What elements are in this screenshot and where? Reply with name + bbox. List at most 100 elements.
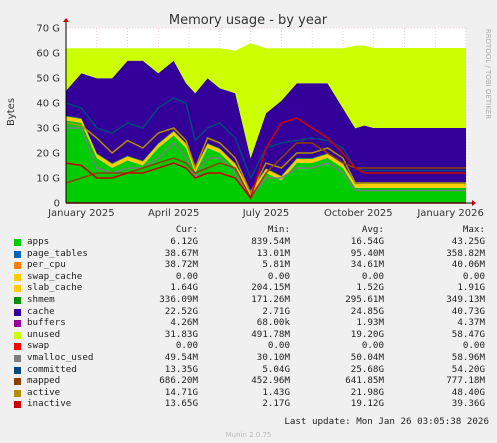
legend-series-name: swap_cache [27,270,83,282]
x-tick-label: January 2025 [47,208,115,219]
legend-value-cur: 38.72M [164,259,198,271]
legend-value-cur: 49.54M [164,352,198,363]
legend-series-name: buffers [27,317,66,329]
legend-row-swap: swap 0.00 0.00 0.00 0.00 [0,340,497,352]
legend-value-max: 58.47G [451,328,485,340]
legend-value-cur: 0.00 [175,270,198,282]
legend-value-min: 13.01M [256,247,290,259]
legend-row-swap_cache: swap_cache 0.00 0.00 0.00 0.00 [0,271,497,283]
legend-row-vmalloc_used: vmalloc_used 49.54M 30.10M 50.04M 58.96M [0,352,497,364]
legend-value-avg: 50.04M [350,352,384,363]
legend-value-avg: 19.20G [350,328,384,340]
legend-swatch [14,355,21,362]
legend-swatch [14,320,21,328]
y-axis-arrow [63,18,69,22]
legend-value-min: 204.15M [251,282,290,294]
legend-value-avg: 34.61M [350,259,384,271]
legend-series-name: shmem [27,294,55,305]
legend-row-inactive: inactive 13.65G 2.17G 19.12G 39.36G [0,398,497,410]
chart-title: Memory usage - by year [169,13,328,28]
y-tick-label: 0 [54,199,60,210]
legend-swatch [14,378,21,386]
legend-row-shmem: shmem 336.09M 171.26M 295.61M 349.13M [0,294,497,306]
area-page_tables [66,120,466,196]
legend-swatch [14,331,21,339]
line-swap [65,117,466,200]
legend-value-max: 43.25G [451,236,485,247]
legend-row-cache: cache 22.52G 2.71G 24.85G 40.73G [0,306,497,318]
legend-value-max: 54.20G [451,363,485,375]
legend-value-max: 40.73G [451,305,485,317]
legend-value-avg: 295.61M [345,294,384,305]
legend-value-avg: 21.98G [350,386,384,398]
y-tick-label: 20 G [36,149,60,160]
legend-series-name: apps [27,236,50,247]
legend-value-avg: 1.52G [356,282,384,294]
legend-value-avg: 16.54G [350,236,384,247]
legend-value-min: 5.04G [262,363,290,375]
y-tick-label: 70 G [36,24,60,35]
legend-value-min: 2.71G [262,305,290,317]
x-axis-arrow [472,200,476,206]
legend-series-name: committed [27,363,77,375]
x-tick-label: October 2025 [324,208,393,219]
legend-value-cur: 4.26M [170,317,198,329]
legend-series-name: swap [27,340,50,352]
legend-row-unused: unused 31.83G 491.78M 19.20G 58.47G [0,329,497,341]
legend-value-min: 0.00 [267,340,290,352]
legend-series-name: unused [27,328,61,340]
legend-value-max: 0.00 [462,270,485,282]
legend-value-min: 839.54M [251,236,290,247]
legend-row-page_tables: page_tables 38.67M 13.01M 95.40M 358.82M [0,248,497,260]
legend-header-avg: Avg: [361,224,384,235]
legend-row-apps: apps 6.12G 839.54M 16.54G 43.25G [0,236,497,248]
x-tick-label: July 2025 [242,208,290,219]
legend-value-min: 0.00 [267,270,290,282]
legend-value-min: 452.96M [251,375,290,387]
legend-value-avg: 95.40M [350,247,384,259]
last-update-text: Last update: Mon Jan 26 03:05:38 2026 [284,416,489,427]
legend-header-min: Min: [267,224,290,235]
legend-value-avg: 641.85M [345,375,384,387]
legend-value-avg: 24.85G [350,305,384,317]
legend-swatch [14,366,21,374]
legend-swatch [14,239,21,246]
legend-value-cur: 13.65G [164,398,198,410]
memory-chart: Memory usage - by year Bytes RRDTOOL / T… [6,13,492,219]
y-tick-label: 40 G [36,99,60,110]
line-mapped [66,127,466,200]
legend-series-name: slab_cache [27,282,83,294]
legend-value-cur: 14.71G [164,386,198,398]
y-tick-label: 10 G [36,174,60,185]
legend-value-min: 2.17G [262,398,290,410]
legend-series-name: inactive [27,398,72,410]
legend-swatch [14,262,21,270]
legend-value-cur: 6.12G [170,236,198,247]
legend-value-cur: 31.83G [164,328,198,340]
legend-value-cur: 336.09M [159,294,198,305]
legend-swatch [14,273,21,281]
legend-value-max: 48.40G [451,386,485,398]
legend-value-max: 1.91G [457,282,485,294]
y-axis-label: Bytes [6,98,17,126]
legend-header-cur: Cur: [175,224,198,235]
legend-series-name: mapped [27,375,61,387]
legend-value-max: 58.96M [451,352,485,363]
legend-swatch [14,389,21,397]
legend-value-max: 39.36G [451,398,485,410]
legend-value-min: 1.43G [262,386,290,398]
y-tick-label: 30 G [36,124,60,135]
line-active [65,122,466,195]
legend-series-name: page_tables [27,247,88,259]
legend-value-avg: 0.00 [361,270,384,282]
area-unused [66,43,466,159]
legend-series-name: vmalloc_used [27,352,94,363]
legend-value-max: 40.06M [451,259,485,271]
legend-value-cur: 22.52G [164,305,198,317]
legend-swatch [14,343,21,351]
legend-row-slab_cache: slab_cache 1.64G 204.15M 1.52G 1.91G [0,282,497,294]
legend-value-max: 349.13M [446,294,485,305]
legend-row-per_cpu: per_cpu 38.72M 5.81M 34.61M 40.06M [0,259,497,271]
legend-value-max: 777.18M [446,375,485,387]
legend-value-cur: 0.00 [175,340,198,352]
